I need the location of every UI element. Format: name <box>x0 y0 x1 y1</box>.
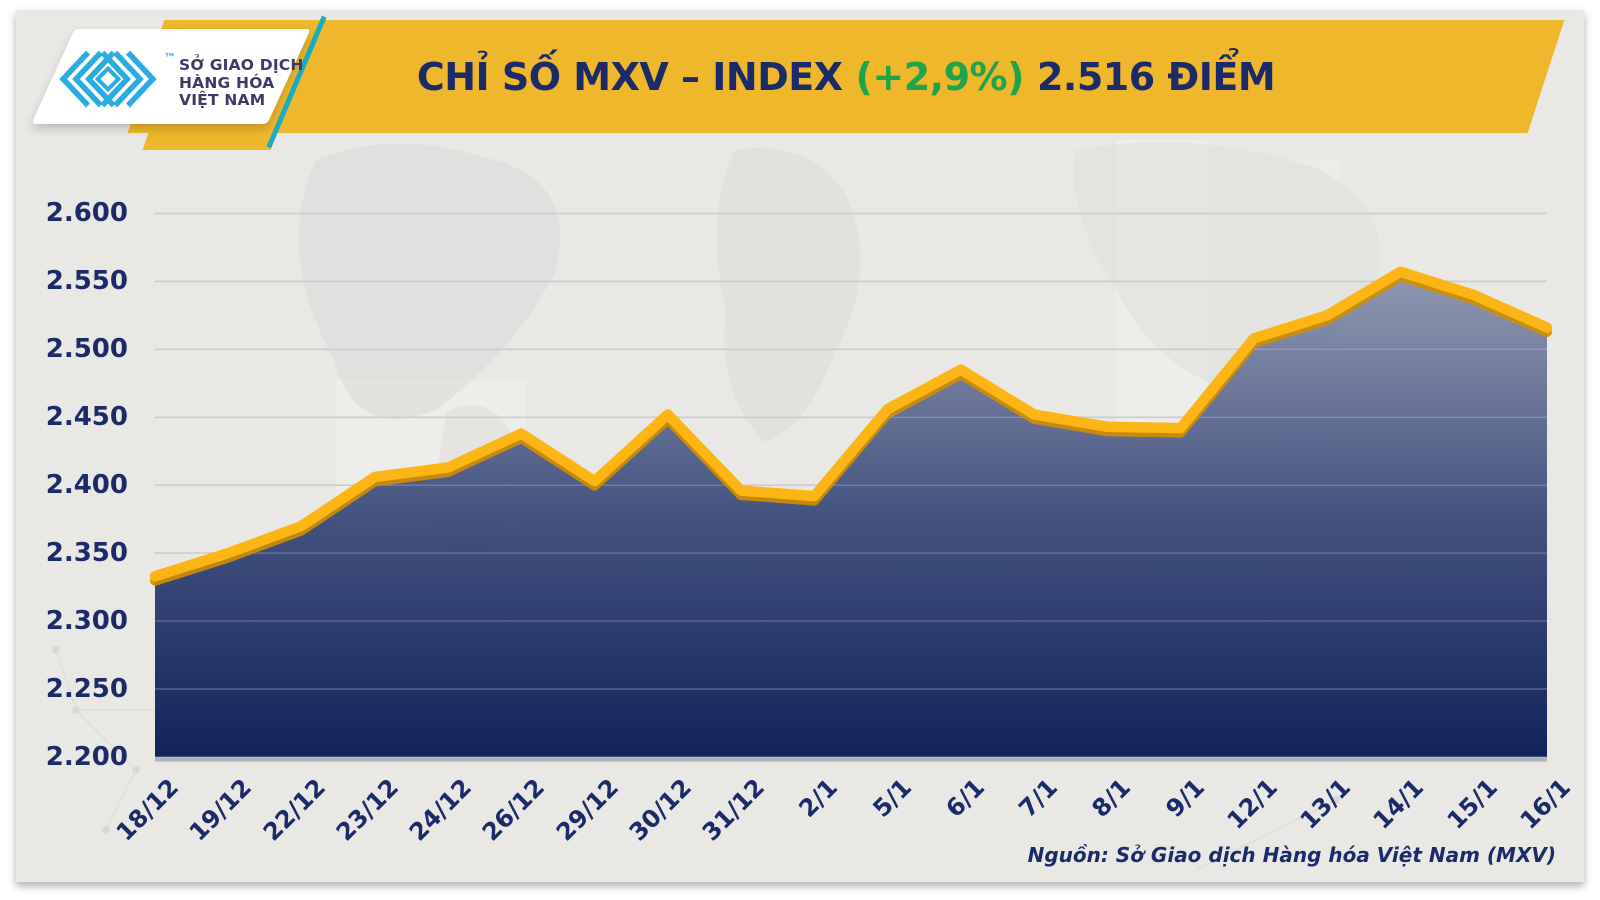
mxv-index-area-chart <box>149 212 1553 762</box>
title-points-value: 2.516 ĐIỂM <box>1036 54 1276 99</box>
background-map-watermark <box>51 140 1381 871</box>
y-axis-tick-label: 2.600 <box>45 198 128 228</box>
y-axis-tick-label: 2.550 <box>45 266 128 296</box>
y-axis-tick-label: 2.400 <box>45 470 128 500</box>
y-axis-tick-label: 2.300 <box>45 606 128 636</box>
title-change-percent: (+2,9%) <box>855 54 1025 99</box>
source-attribution: Nguồn: Sở Giao dịch Hàng hóa Việt Nam (M… <box>1027 843 1556 867</box>
logo-company-name: SỞ GIAO DỊCH HÀNG HÓA VIỆT NAM <box>179 56 304 110</box>
mxv-logo-icon <box>59 50 157 108</box>
infographic-canvas: 2.200 2.250 2.300 2.350 2.400 2.450 2.500 2.550… <box>16 10 1584 882</box>
y-axis-tick-label: 2.200 <box>45 742 128 772</box>
page-title: CHỈ SỐ MXV – INDEX (+2,9%) 2.516 ĐIỂM <box>146 20 1546 133</box>
y-axis-tick-label: 2.350 <box>45 538 128 568</box>
y-axis-tick-label: 2.250 <box>45 674 128 704</box>
trademark-symbol: ™ <box>164 51 176 65</box>
y-axis-tick-label: 2.450 <box>45 402 128 432</box>
logo-line-1: SỞ GIAO DỊCH <box>179 56 304 74</box>
title-index-name: CHỈ SỐ MXV – INDEX <box>416 54 843 99</box>
y-axis-tick-label: 2.500 <box>45 334 128 364</box>
mxv-logo: ™ SỞ GIAO DỊCH HÀNG HÓA VIỆT NAM <box>16 10 356 160</box>
logo-line-3: VIỆT NAM <box>179 91 266 110</box>
logo-line-2: HÀNG HÓA <box>179 73 275 92</box>
